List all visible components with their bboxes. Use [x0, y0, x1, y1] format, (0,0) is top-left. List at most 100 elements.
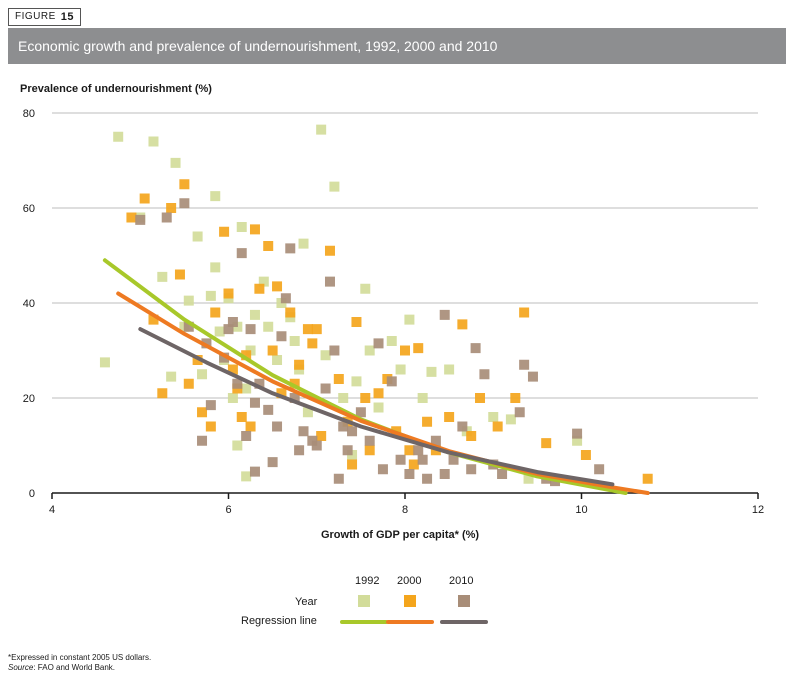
point-1992 — [210, 191, 221, 202]
legend-year-2000: 2000 — [397, 575, 422, 587]
point-2000 — [139, 193, 150, 204]
x-axis-title: Growth of GDP per capita* (%) — [320, 529, 480, 541]
point-2010 — [479, 369, 490, 380]
y-tick-label: 40 — [23, 298, 35, 310]
point-2010 — [219, 352, 230, 363]
point-2010 — [311, 440, 322, 451]
point-2010 — [417, 454, 428, 465]
point-2000 — [364, 445, 375, 456]
point-2000 — [148, 314, 159, 325]
legend-swatch-2010 — [458, 595, 470, 607]
point-1992 — [241, 471, 252, 482]
point-1992 — [148, 136, 159, 147]
point-1992 — [227, 393, 238, 403]
point-1992 — [113, 131, 124, 142]
point-1992 — [183, 295, 194, 306]
point-1992 — [258, 276, 269, 287]
point-2010 — [497, 469, 508, 479]
regression-line-1992 — [102, 258, 628, 495]
point-2010 — [527, 371, 538, 382]
point-2000 — [219, 226, 230, 237]
point-2000 — [272, 281, 283, 292]
point-2000 — [519, 307, 530, 318]
point-2000 — [285, 307, 296, 318]
point-2000 — [324, 245, 335, 256]
point-2010 — [227, 317, 238, 327]
point-2000 — [360, 393, 371, 403]
point-2000 — [580, 450, 591, 460]
point-2000 — [541, 438, 552, 449]
point-1992 — [166, 371, 177, 382]
point-2000 — [457, 319, 468, 330]
point-2010 — [249, 397, 260, 408]
point-2000 — [294, 359, 305, 370]
point-2010 — [395, 454, 406, 465]
point-2010 — [289, 393, 300, 403]
point-2000 — [276, 388, 287, 399]
legend-year-label: Year — [295, 596, 318, 608]
point-1992 — [351, 376, 362, 387]
figure-tag: FIGURE 15 — [8, 8, 82, 26]
point-1992 — [192, 231, 203, 242]
footnote: *Expressed in constant 2005 US dollars. … — [8, 653, 151, 673]
point-2000 — [166, 203, 177, 213]
point-2010 — [197, 435, 208, 446]
point-2000 — [289, 378, 300, 389]
point-1992 — [395, 364, 406, 375]
point-2010 — [272, 421, 283, 432]
point-1992 — [360, 283, 371, 294]
point-1992 — [338, 393, 349, 403]
point-2000 — [510, 393, 521, 403]
point-2000 — [351, 317, 362, 327]
point-2010 — [386, 376, 397, 387]
point-2010 — [439, 469, 450, 479]
point-1992 — [417, 393, 428, 403]
point-2000 — [311, 324, 322, 335]
point-1992 — [316, 124, 327, 135]
point-2010 — [466, 464, 477, 475]
point-2010 — [514, 407, 525, 418]
x-tick-label: 8 — [402, 504, 408, 516]
point-2000 — [179, 179, 190, 190]
y-tick-label: 60 — [23, 203, 35, 215]
point-2010 — [338, 421, 349, 432]
point-2010 — [413, 445, 424, 456]
point-2010 — [285, 243, 296, 254]
legend-regression-label: Regression line — [241, 615, 317, 627]
point-2010 — [594, 464, 605, 475]
point-2010 — [439, 309, 450, 320]
point-2010 — [342, 445, 353, 456]
point-1992 — [249, 309, 260, 320]
point-2000 — [347, 459, 358, 470]
point-2010 — [135, 214, 146, 225]
point-2000 — [241, 350, 252, 361]
y-tick-label: 0 — [29, 488, 35, 500]
point-2000 — [157, 388, 168, 399]
point-2010 — [355, 407, 366, 418]
point-2010 — [263, 404, 274, 415]
point-2010 — [470, 343, 481, 354]
point-1992 — [404, 314, 415, 325]
point-1992 — [214, 326, 225, 337]
y-tick-label: 80 — [23, 108, 35, 120]
point-1992 — [505, 414, 516, 425]
point-2010 — [205, 400, 216, 411]
point-2000 — [210, 307, 221, 318]
point-2000 — [249, 224, 260, 235]
point-1992 — [197, 369, 208, 380]
point-1992 — [289, 336, 300, 346]
point-2000 — [205, 421, 216, 432]
point-2010 — [161, 212, 172, 223]
point-2010 — [377, 464, 388, 475]
point-2010 — [280, 293, 291, 304]
point-1992 — [426, 366, 437, 377]
point-2000 — [302, 324, 313, 335]
point-2010 — [294, 445, 305, 456]
regression-line-2000 — [116, 291, 650, 495]
point-2000 — [254, 283, 265, 294]
regression-line-2010 — [138, 327, 615, 487]
point-1992 — [272, 355, 283, 365]
point-2010 — [276, 331, 287, 342]
x-tick-label: 4 — [49, 504, 55, 516]
legend-year-1992: 1992 — [355, 575, 380, 587]
